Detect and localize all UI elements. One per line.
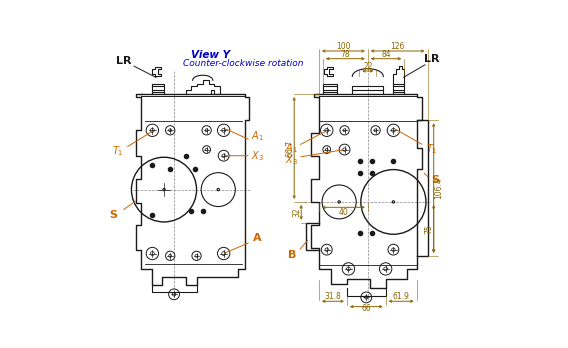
Text: 22: 22 <box>363 62 373 71</box>
Text: $A_1$: $A_1$ <box>250 129 264 143</box>
Text: 32: 32 <box>292 207 301 217</box>
Text: B: B <box>287 250 296 260</box>
Text: $A_1$: $A_1$ <box>285 141 298 155</box>
Text: 75: 75 <box>424 224 433 234</box>
Text: LR: LR <box>424 55 440 64</box>
Text: LR: LR <box>116 56 131 66</box>
Text: View Y: View Y <box>191 50 230 60</box>
Text: S: S <box>431 175 439 185</box>
Text: 100: 100 <box>336 42 350 51</box>
Text: 126: 126 <box>390 42 405 51</box>
Text: Counter-clockwise rotation: Counter-clockwise rotation <box>183 59 304 68</box>
Text: 66: 66 <box>361 304 371 314</box>
Text: $X_3$: $X_3$ <box>250 149 264 163</box>
Text: 78: 78 <box>341 49 350 58</box>
Text: $X_3$: $X_3$ <box>285 153 298 167</box>
Text: $T_1$: $T_1$ <box>427 143 438 157</box>
Text: 66.7: 66.7 <box>285 140 294 157</box>
Text: 40: 40 <box>339 208 348 217</box>
Text: $T_1$: $T_1$ <box>112 144 123 158</box>
Text: A: A <box>253 233 261 243</box>
Text: 84: 84 <box>381 49 391 58</box>
Text: S: S <box>110 210 118 220</box>
Text: 106.4: 106.4 <box>435 177 444 199</box>
Text: 31.8: 31.8 <box>324 292 341 301</box>
Text: 61.9: 61.9 <box>392 292 410 301</box>
